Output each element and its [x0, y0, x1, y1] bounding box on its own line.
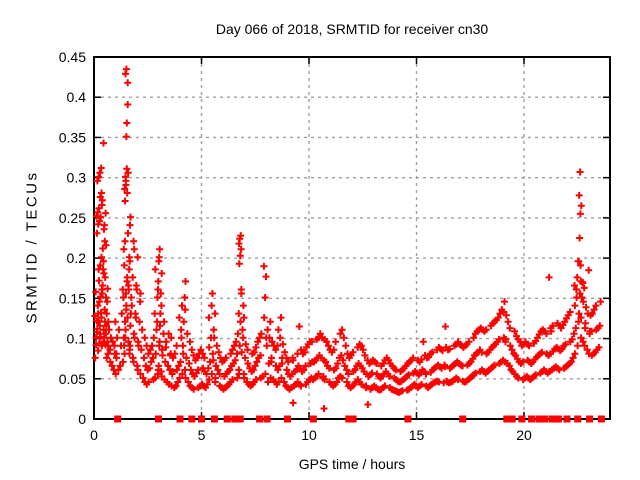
baseline-flag-marker [176, 415, 184, 423]
baseline-flag-marker [231, 415, 239, 423]
baseline-flag-marker [528, 415, 536, 423]
baseline-flag-marker [223, 415, 231, 423]
tick-label: 5 [198, 427, 206, 443]
baseline-flag-marker [155, 415, 162, 423]
baseline-flag-marker [256, 415, 264, 423]
baseline-flag-marker [518, 415, 526, 423]
baseline-flag-marker [345, 415, 353, 423]
baseline-flag-marker [459, 415, 467, 423]
tick-label: 0 [78, 411, 86, 427]
baseline-flag-marker [508, 415, 516, 423]
srmtid-plus-markers [91, 65, 605, 412]
tick-label: 0.35 [59, 129, 86, 145]
scatter-points [91, 65, 605, 412]
baseline-flag-marker [263, 415, 271, 423]
baseline-flag-marker [198, 415, 205, 423]
baseline-flag-marker [586, 415, 594, 423]
tick-label: 0.4 [67, 89, 87, 105]
chart-title: Day 066 of 2018, SRMTID for receiver cn3… [215, 21, 489, 37]
baseline-flag-marker [210, 415, 218, 423]
tick-label: 0 [90, 427, 98, 443]
baseline-flag-marker [114, 415, 122, 423]
baseline-flag-marker [554, 415, 562, 423]
tick-label: 0.45 [59, 49, 86, 65]
baseline-flag-marker [563, 415, 571, 423]
baseline-flag-marker [548, 415, 556, 423]
baseline-flag-marker [574, 415, 582, 423]
x-axis-label: GPS time / hours [298, 456, 406, 472]
tick-label: 0.1 [67, 331, 87, 347]
tick-label: 0.2 [67, 250, 87, 266]
baseline-flag-marker [404, 415, 412, 423]
tick-label: 20 [516, 427, 532, 443]
baseline-flag-marker [284, 415, 291, 423]
tick-label: 0.3 [67, 170, 87, 186]
x-tick-labels: 0 5 10 15 20 [90, 427, 532, 443]
baseline-flag-marker [236, 415, 244, 423]
baseline-flag-marker [309, 415, 317, 423]
baseline-flag-marker [597, 415, 605, 423]
zero-markers [114, 415, 605, 423]
baseline-flag-marker [188, 415, 196, 423]
tick-label: 0.05 [59, 371, 86, 387]
y-tick-labels: 0 0.05 0.1 0.15 0.2 0.25 0.3 0.35 0.4 0.45 [59, 49, 86, 427]
tick-label: 10 [301, 427, 317, 443]
baseline-flag-marker [535, 415, 543, 423]
baseline-flag-marker [349, 415, 357, 423]
tick-label: 0.15 [59, 290, 86, 306]
tick-label: 0.25 [59, 210, 86, 226]
baseline-flag-marker [503, 415, 511, 423]
baseline-flag-marker [540, 415, 548, 423]
tick-label: 15 [409, 427, 425, 443]
